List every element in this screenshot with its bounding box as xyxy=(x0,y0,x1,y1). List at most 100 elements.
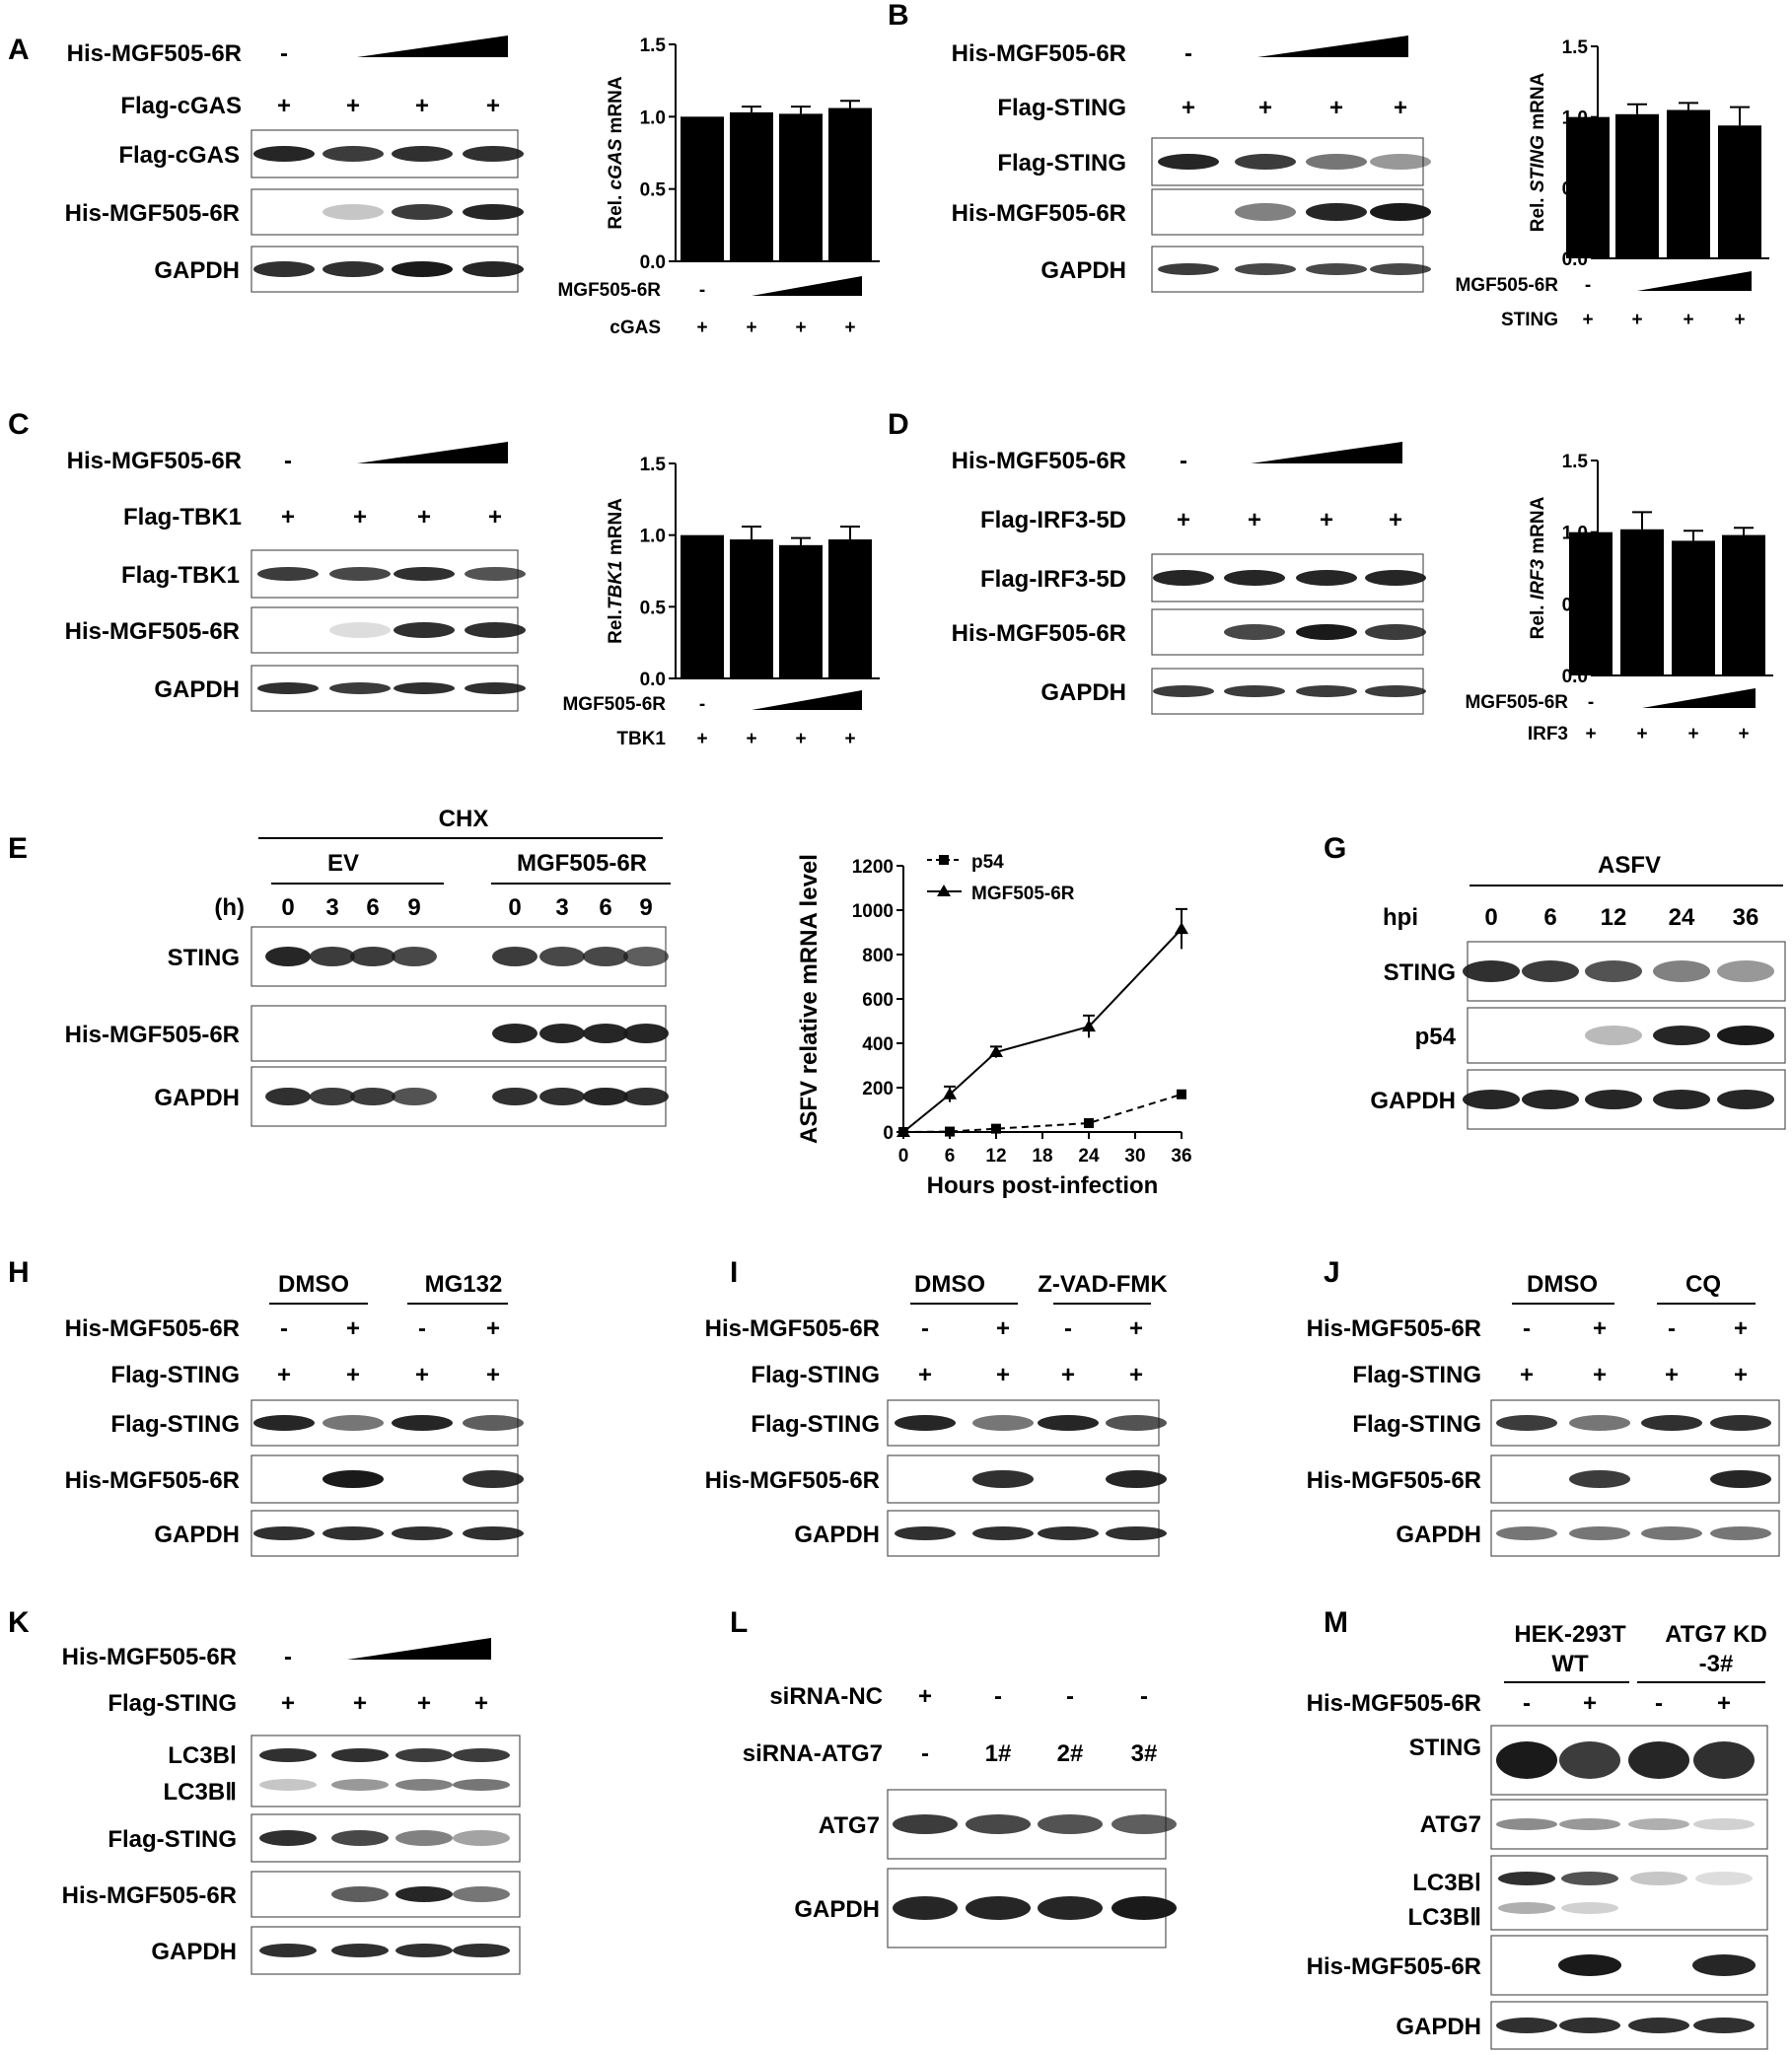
sign-B-his-0: - xyxy=(1184,40,1192,67)
nc-label-L: siRNA-NC xyxy=(769,1683,883,1710)
sign-I-his-2: - xyxy=(1064,1315,1072,1342)
chart-row2-plus-C-0: + xyxy=(696,729,707,749)
band-L-0-1 xyxy=(966,1814,1031,1834)
row-label-I-0: Flag-STING xyxy=(751,1411,880,1438)
chart-row2-A: cGAS xyxy=(609,318,661,338)
panel-letter-G: G xyxy=(1324,832,1346,865)
bar-C-3 xyxy=(828,539,872,678)
x-tick-label-F-3: 18 xyxy=(1032,1146,1052,1167)
band-E-0-2 xyxy=(350,947,395,966)
band-D-2-1 xyxy=(1224,685,1285,697)
flag-label-D: Flag-IRF3-5D xyxy=(980,507,1126,533)
band-A-0-0 xyxy=(253,146,315,162)
chart-row2-plus-D-1: + xyxy=(1636,724,1647,744)
row-label-J-2: GAPDH xyxy=(1396,1522,1481,1548)
y-tick-label-C-1: 0.5 xyxy=(640,598,667,618)
band-M-2i-3 xyxy=(1695,1872,1753,1885)
sign-A-flag-2: + xyxy=(415,93,429,119)
row-label-K-2: Flag-STING xyxy=(108,1826,237,1853)
chart-row2-plus-B-1: + xyxy=(1631,310,1642,330)
band-H-1-3 xyxy=(463,1470,524,1488)
g2-label-H: MG132 xyxy=(425,1271,503,1298)
band-I-2-0 xyxy=(895,1526,956,1540)
time-E-mgf-0: 0 xyxy=(508,894,521,921)
y-tick-label-F-1: 200 xyxy=(862,1079,894,1099)
band-D-2-3 xyxy=(1365,685,1426,697)
sign-J-flag-2: + xyxy=(1665,1362,1679,1388)
row-label-M-1: ATG7 xyxy=(1420,1811,1481,1838)
sign-H-his-0: - xyxy=(280,1315,288,1342)
band-G-0-1 xyxy=(1522,960,1579,982)
panel-letter-A: A xyxy=(8,34,30,66)
time-E-mgf-1: 3 xyxy=(555,894,568,921)
his-label-D: His-MGF505-6R xyxy=(952,448,1126,474)
chart-row1-minus-A: - xyxy=(699,280,705,301)
chart-row1-minus-B: - xyxy=(1585,275,1591,296)
bar-D-2 xyxy=(1672,540,1715,675)
y-tick-label-A-2: 1.0 xyxy=(640,107,666,128)
x-tick-label-F-5: 30 xyxy=(1124,1146,1145,1167)
lane-L-0: 1# xyxy=(985,1740,1012,1767)
band-M-5-2 xyxy=(1628,2018,1689,2033)
point-F-1-0 xyxy=(896,1125,910,1137)
band-C-1-1 xyxy=(329,622,391,638)
band-B-1-2 xyxy=(1306,203,1367,221)
panel-letter-B: B xyxy=(888,0,909,32)
band-D-1-1 xyxy=(1224,624,1285,640)
band-M-2i-0 xyxy=(1498,1872,1555,1885)
band-A-0-2 xyxy=(392,146,453,162)
band-B-1-3 xyxy=(1370,203,1431,221)
band-K-lc3i-2 xyxy=(395,1748,453,1762)
chart-wedge-B xyxy=(1637,271,1752,291)
band-M-2i-1 xyxy=(1561,1872,1618,1885)
band-J-1-1 xyxy=(1569,1470,1630,1488)
band-A-1-3 xyxy=(463,204,524,220)
sign-A-his-0: - xyxy=(280,40,288,67)
band-G-0-2 xyxy=(1585,960,1642,982)
sign-M-his-0: - xyxy=(1523,1690,1531,1717)
band-B-2-1 xyxy=(1235,263,1296,275)
point-F-0-2 xyxy=(991,1123,1001,1134)
band-H-0-2 xyxy=(392,1415,453,1431)
band-M-0-1 xyxy=(1559,1741,1620,1779)
band-G-2-0 xyxy=(1463,1090,1520,1109)
band-E-0-7 xyxy=(623,947,669,966)
sign-I-flag-1: + xyxy=(996,1362,1010,1388)
band-J-0-0 xyxy=(1496,1415,1557,1431)
band-G-2-4 xyxy=(1717,1090,1774,1109)
sign-I-his-3: + xyxy=(1129,1315,1143,1342)
band-L-0-2 xyxy=(1038,1814,1103,1834)
row-label-A-0: Flag-cGAS xyxy=(118,142,240,169)
sign-B-flag-0: + xyxy=(1182,95,1195,121)
row-label-C-1: His-MGF505-6R xyxy=(65,618,240,645)
bar-A-1 xyxy=(730,111,773,261)
sign-I-flag-0: + xyxy=(918,1362,932,1388)
band-K-lc3i-1 xyxy=(331,1748,389,1762)
band-K-4-0 xyxy=(259,1944,317,1957)
chart-row2-plus-A-2: + xyxy=(795,318,806,338)
g1-label-I: DMSO xyxy=(914,1271,985,1298)
band-G-0-4 xyxy=(1717,960,1774,982)
band-D-2-2 xyxy=(1296,685,1357,697)
band-H-2-0 xyxy=(253,1526,315,1540)
his-label-K: His-MGF505-6R xyxy=(62,1644,237,1670)
bar-C-2 xyxy=(779,544,823,678)
row-label-G-0: STING xyxy=(1384,959,1456,986)
row-label-B-1: His-MGF505-6R xyxy=(952,200,1126,227)
band-C-0-0 xyxy=(257,567,319,581)
bar-C-1 xyxy=(730,539,773,678)
sign-M-his-3: + xyxy=(1717,1690,1731,1717)
bar-B-2 xyxy=(1667,109,1710,258)
chart-row1-C: MGF505-6R xyxy=(562,694,666,715)
band-K-lc3i-0 xyxy=(259,1748,317,1762)
sign-L-nc-0: + xyxy=(918,1683,932,1710)
sign-H-flag-3: + xyxy=(486,1362,500,1388)
his-label-J: His-MGF505-6R xyxy=(1307,1315,1481,1342)
sign-J-flag-3: + xyxy=(1734,1362,1748,1388)
band-J-2-2 xyxy=(1641,1526,1702,1540)
band-H-2-1 xyxy=(323,1526,384,1540)
band-L-1-3 xyxy=(1111,1896,1177,1920)
band-E-2-1 xyxy=(310,1088,355,1105)
band-E-2-5 xyxy=(539,1088,585,1105)
